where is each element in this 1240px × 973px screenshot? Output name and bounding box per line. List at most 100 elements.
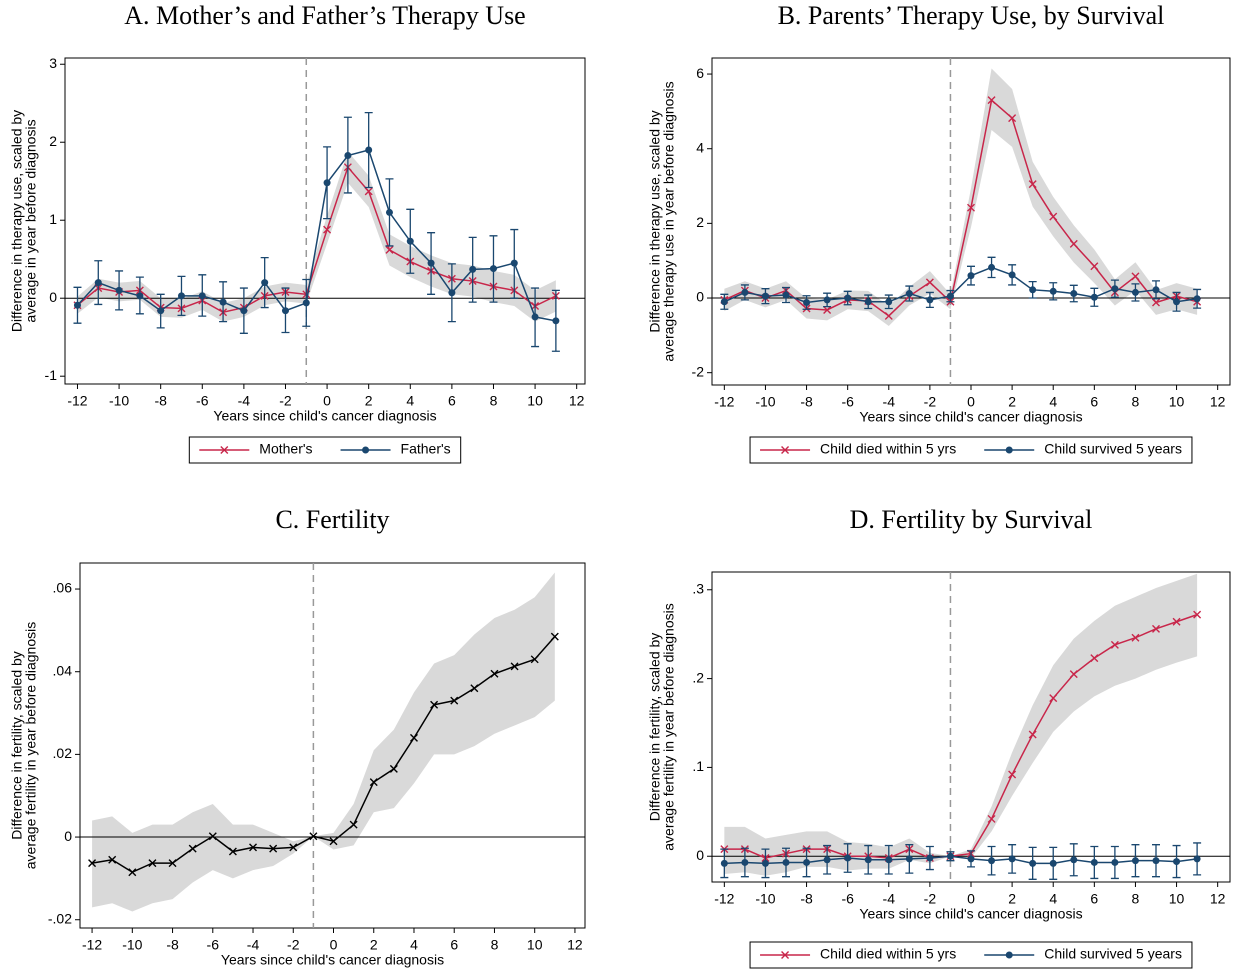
legend-box bbox=[749, 941, 1193, 969]
point bbox=[309, 832, 318, 841]
point bbox=[489, 265, 497, 273]
x-tick-label: -2 bbox=[924, 394, 937, 410]
y-tick-label: .2 bbox=[692, 669, 704, 685]
point bbox=[344, 151, 352, 159]
point bbox=[1070, 290, 1078, 298]
point bbox=[885, 856, 893, 864]
point bbox=[823, 296, 831, 304]
point bbox=[967, 272, 975, 280]
point bbox=[1193, 610, 1202, 619]
point bbox=[1131, 633, 1140, 642]
x-axis-label: Years since child's cancer diagnosis bbox=[859, 906, 1082, 922]
x-tick-label: 6 bbox=[448, 393, 456, 409]
point bbox=[1152, 857, 1160, 865]
legend-label: Child died within 5 yrs bbox=[820, 946, 956, 962]
series-line bbox=[724, 98, 1198, 317]
point bbox=[450, 696, 459, 705]
point bbox=[864, 856, 872, 864]
y-tick-label: 2 bbox=[696, 214, 704, 230]
point bbox=[1029, 286, 1037, 294]
point bbox=[157, 307, 165, 315]
x-tick-label: 6 bbox=[450, 937, 458, 953]
ci-band bbox=[92, 572, 555, 912]
point bbox=[988, 857, 996, 865]
point bbox=[228, 847, 237, 856]
point bbox=[1049, 287, 1057, 295]
panel: D. Fertility by Survival 0 .1 .2 .3 -12 -10 -8 -… bbox=[647, 505, 1231, 969]
y-tick-label: 1 bbox=[49, 211, 57, 227]
point bbox=[1111, 285, 1119, 293]
point bbox=[1008, 855, 1016, 863]
legend-box bbox=[749, 436, 1193, 464]
y-tick-label: 3 bbox=[49, 55, 57, 71]
x-tick-label: -8 bbox=[154, 393, 167, 409]
x-tick-label: -4 bbox=[883, 394, 896, 410]
point bbox=[1008, 271, 1016, 279]
panel: C. Fertility -.02 0 .02 .04 .06 -12 -10 -8 -6 -4 -2… bbox=[9, 505, 586, 968]
legend-label: Father's bbox=[401, 441, 451, 457]
point bbox=[240, 307, 248, 315]
point bbox=[329, 837, 338, 846]
point bbox=[1131, 272, 1140, 281]
point bbox=[510, 259, 518, 267]
point bbox=[136, 292, 144, 300]
legend-marker bbox=[220, 446, 229, 454]
point bbox=[885, 298, 893, 306]
y-tick-label: 0 bbox=[696, 289, 704, 305]
point bbox=[1172, 617, 1181, 626]
x-tick-label: 0 bbox=[967, 394, 975, 410]
x-tick-label: 8 bbox=[490, 393, 498, 409]
panel: B. Parents’ Therapy Use, by Survival -2 0 2… bbox=[647, 1, 1231, 464]
x-tick-label: 6 bbox=[1090, 394, 1098, 410]
point bbox=[1069, 239, 1078, 248]
x-tick-label: -6 bbox=[841, 891, 854, 907]
point bbox=[1110, 640, 1119, 649]
series-line bbox=[724, 613, 1198, 859]
point bbox=[323, 225, 332, 234]
x-tick-label: 10 bbox=[1169, 394, 1185, 410]
legend-marker bbox=[781, 446, 790, 454]
point bbox=[803, 299, 811, 307]
point bbox=[1152, 624, 1160, 633]
x-tick-label: 12 bbox=[569, 393, 585, 409]
point bbox=[1131, 857, 1139, 865]
y-tick-label: -.02 bbox=[48, 910, 72, 926]
point bbox=[406, 237, 414, 245]
legend: Child died within 5 yrs Child survived 5 … bbox=[749, 436, 1193, 464]
point bbox=[323, 179, 331, 187]
point bbox=[967, 203, 975, 212]
point bbox=[761, 859, 769, 867]
point bbox=[385, 208, 393, 216]
point bbox=[177, 292, 185, 300]
panel: A. Mother’s and Father’s Therapy Use-101… bbox=[9, 1, 586, 464]
x-tick-label: 0 bbox=[330, 937, 338, 953]
point bbox=[469, 265, 477, 273]
point bbox=[1028, 180, 1037, 189]
point bbox=[823, 305, 832, 314]
y-axis-label: Difference in fertility, scaled by bbox=[647, 633, 663, 822]
y-axis-label: average fertility in year before diagnos… bbox=[661, 603, 677, 850]
x-tick-label: 10 bbox=[527, 937, 543, 953]
point bbox=[926, 854, 934, 862]
point bbox=[369, 778, 378, 787]
legend-label: Child survived 5 years bbox=[1044, 946, 1182, 962]
legend: Child died within 5 yrs Child survived 5 … bbox=[749, 941, 1193, 969]
point bbox=[1070, 856, 1078, 864]
x-tick-label: 10 bbox=[1169, 891, 1185, 907]
x-tick-label: -2 bbox=[924, 891, 937, 907]
x-tick-label: -12 bbox=[714, 394, 734, 410]
point bbox=[470, 684, 479, 693]
point bbox=[1193, 855, 1201, 863]
point bbox=[1090, 858, 1098, 866]
point bbox=[844, 854, 852, 862]
point bbox=[490, 669, 499, 678]
legend: Mother's Father's bbox=[188, 436, 462, 464]
point bbox=[249, 843, 258, 852]
point bbox=[1152, 298, 1160, 307]
x-tick-label: -8 bbox=[800, 891, 813, 907]
y-axis-label: average therapy use in year before diagn… bbox=[661, 81, 677, 361]
y-tick-label: .1 bbox=[692, 758, 704, 774]
y-tick-label: .06 bbox=[53, 580, 73, 596]
point bbox=[108, 855, 117, 864]
point bbox=[946, 292, 954, 300]
